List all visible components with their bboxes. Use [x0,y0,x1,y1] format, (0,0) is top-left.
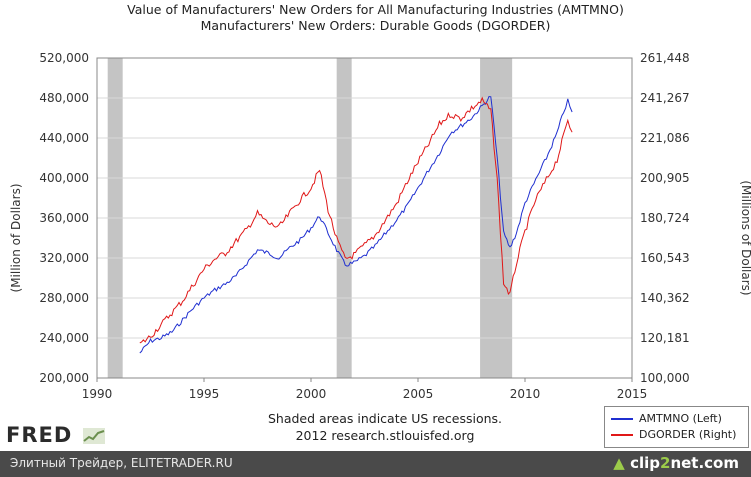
legend-swatch-red [611,433,633,436]
series-layer [139,95,573,354]
series-line-dgorder [139,96,573,344]
y-left-tick-label: 240,000 [39,331,89,345]
source-note: 2012 research.stlouisfed.org [295,428,475,443]
y-left-tick-label: 320,000 [39,251,89,265]
x-tick-label: 1990 [82,387,113,401]
recession-note: Shaded areas indicate US recessions. [267,411,503,426]
fred-logo-text: FRED [6,423,73,447]
y-right-tick-label: 241,267 [640,91,690,105]
legend-item-dgorder: DGORDER (Right) [611,428,736,441]
y-right-tick-label: 261,448 [640,51,690,65]
y-axis-right: 100,000 120,181 140,362 160,543 180,724 200,9… [640,51,690,385]
chart-subtitle: Manufacturers' New Orders: Durable Goods… [200,18,551,33]
logo-part-a: clip [630,454,660,472]
y-right-tick-label: 120,181 [640,331,690,345]
grid [97,97,632,339]
y-right-tick-label: 100,000 [640,371,690,385]
clip-arrow-icon: ▲ [613,454,625,472]
x-axis: 1990 1995 2000 2005 2010 2015 [82,378,648,401]
x-tick-label: 1995 [189,387,220,401]
legend-item-amtmno: AMTMNO (Left) [611,412,722,425]
y-left-tick-label: 360,000 [39,211,89,225]
y-left-tick-label: 520,000 [39,51,89,65]
legend-label-amtmno: AMTMNO (Left) [639,412,722,425]
legend: AMTMNO (Left) DGORDER (Right) [604,406,749,448]
y-left-tick-label: 200,000 [39,371,89,385]
footer-source: Элитный Трейдер, ELITETRADER.RU [10,456,233,470]
x-tick-label: 2005 [403,387,434,401]
y-left-tick-label: 400,000 [39,171,89,185]
series-line-amtmno [139,95,573,354]
x-tick-label: 2000 [296,387,327,401]
y-right-tick-label: 221,086 [640,131,690,145]
y-right-tick-label: 180,724 [640,211,690,225]
plot-frame [96,57,633,379]
chart-canvas: 1990 1995 2000 2005 2010 2015 200,000240,0002… [9,51,751,401]
y-right-tick-label: 140,362 [640,291,690,305]
y-axis-left: 200,000 240,000 280,000 320,000 360,000 400,0… [39,51,89,385]
y-right-tick-label: 200,905 [640,171,690,185]
y-left-tick-label: 480,000 [39,91,89,105]
x-tick-label: 2010 [510,387,541,401]
logo-part-b: 2 [660,454,671,472]
y-left-tick-label: 440,000 [39,131,89,145]
y-left-tick-label: 280,000 [39,291,89,305]
y-axis-left-label: (Million of Dollars) [9,184,23,293]
footer-bar: Элитный Трейдер, ELITETRADER.RU ▲ clip2n… [0,451,751,477]
y-axis-right-label: (Millions of Dollars) [739,180,751,295]
mini-chart-icon [82,428,105,444]
chart-title: Value of Manufacturers' New Orders for A… [127,2,624,17]
x-tick-label: 2015 [617,387,648,401]
legend-swatch-blue [611,417,633,420]
y-right-tick-label: 160,543 [640,251,690,265]
fred-logo: FRED [6,423,105,447]
clip2net-logo: ▲ clip2net.com [613,454,739,472]
logo-part-c: net.com [670,454,739,472]
legend-label-dgorder: DGORDER (Right) [639,428,737,441]
